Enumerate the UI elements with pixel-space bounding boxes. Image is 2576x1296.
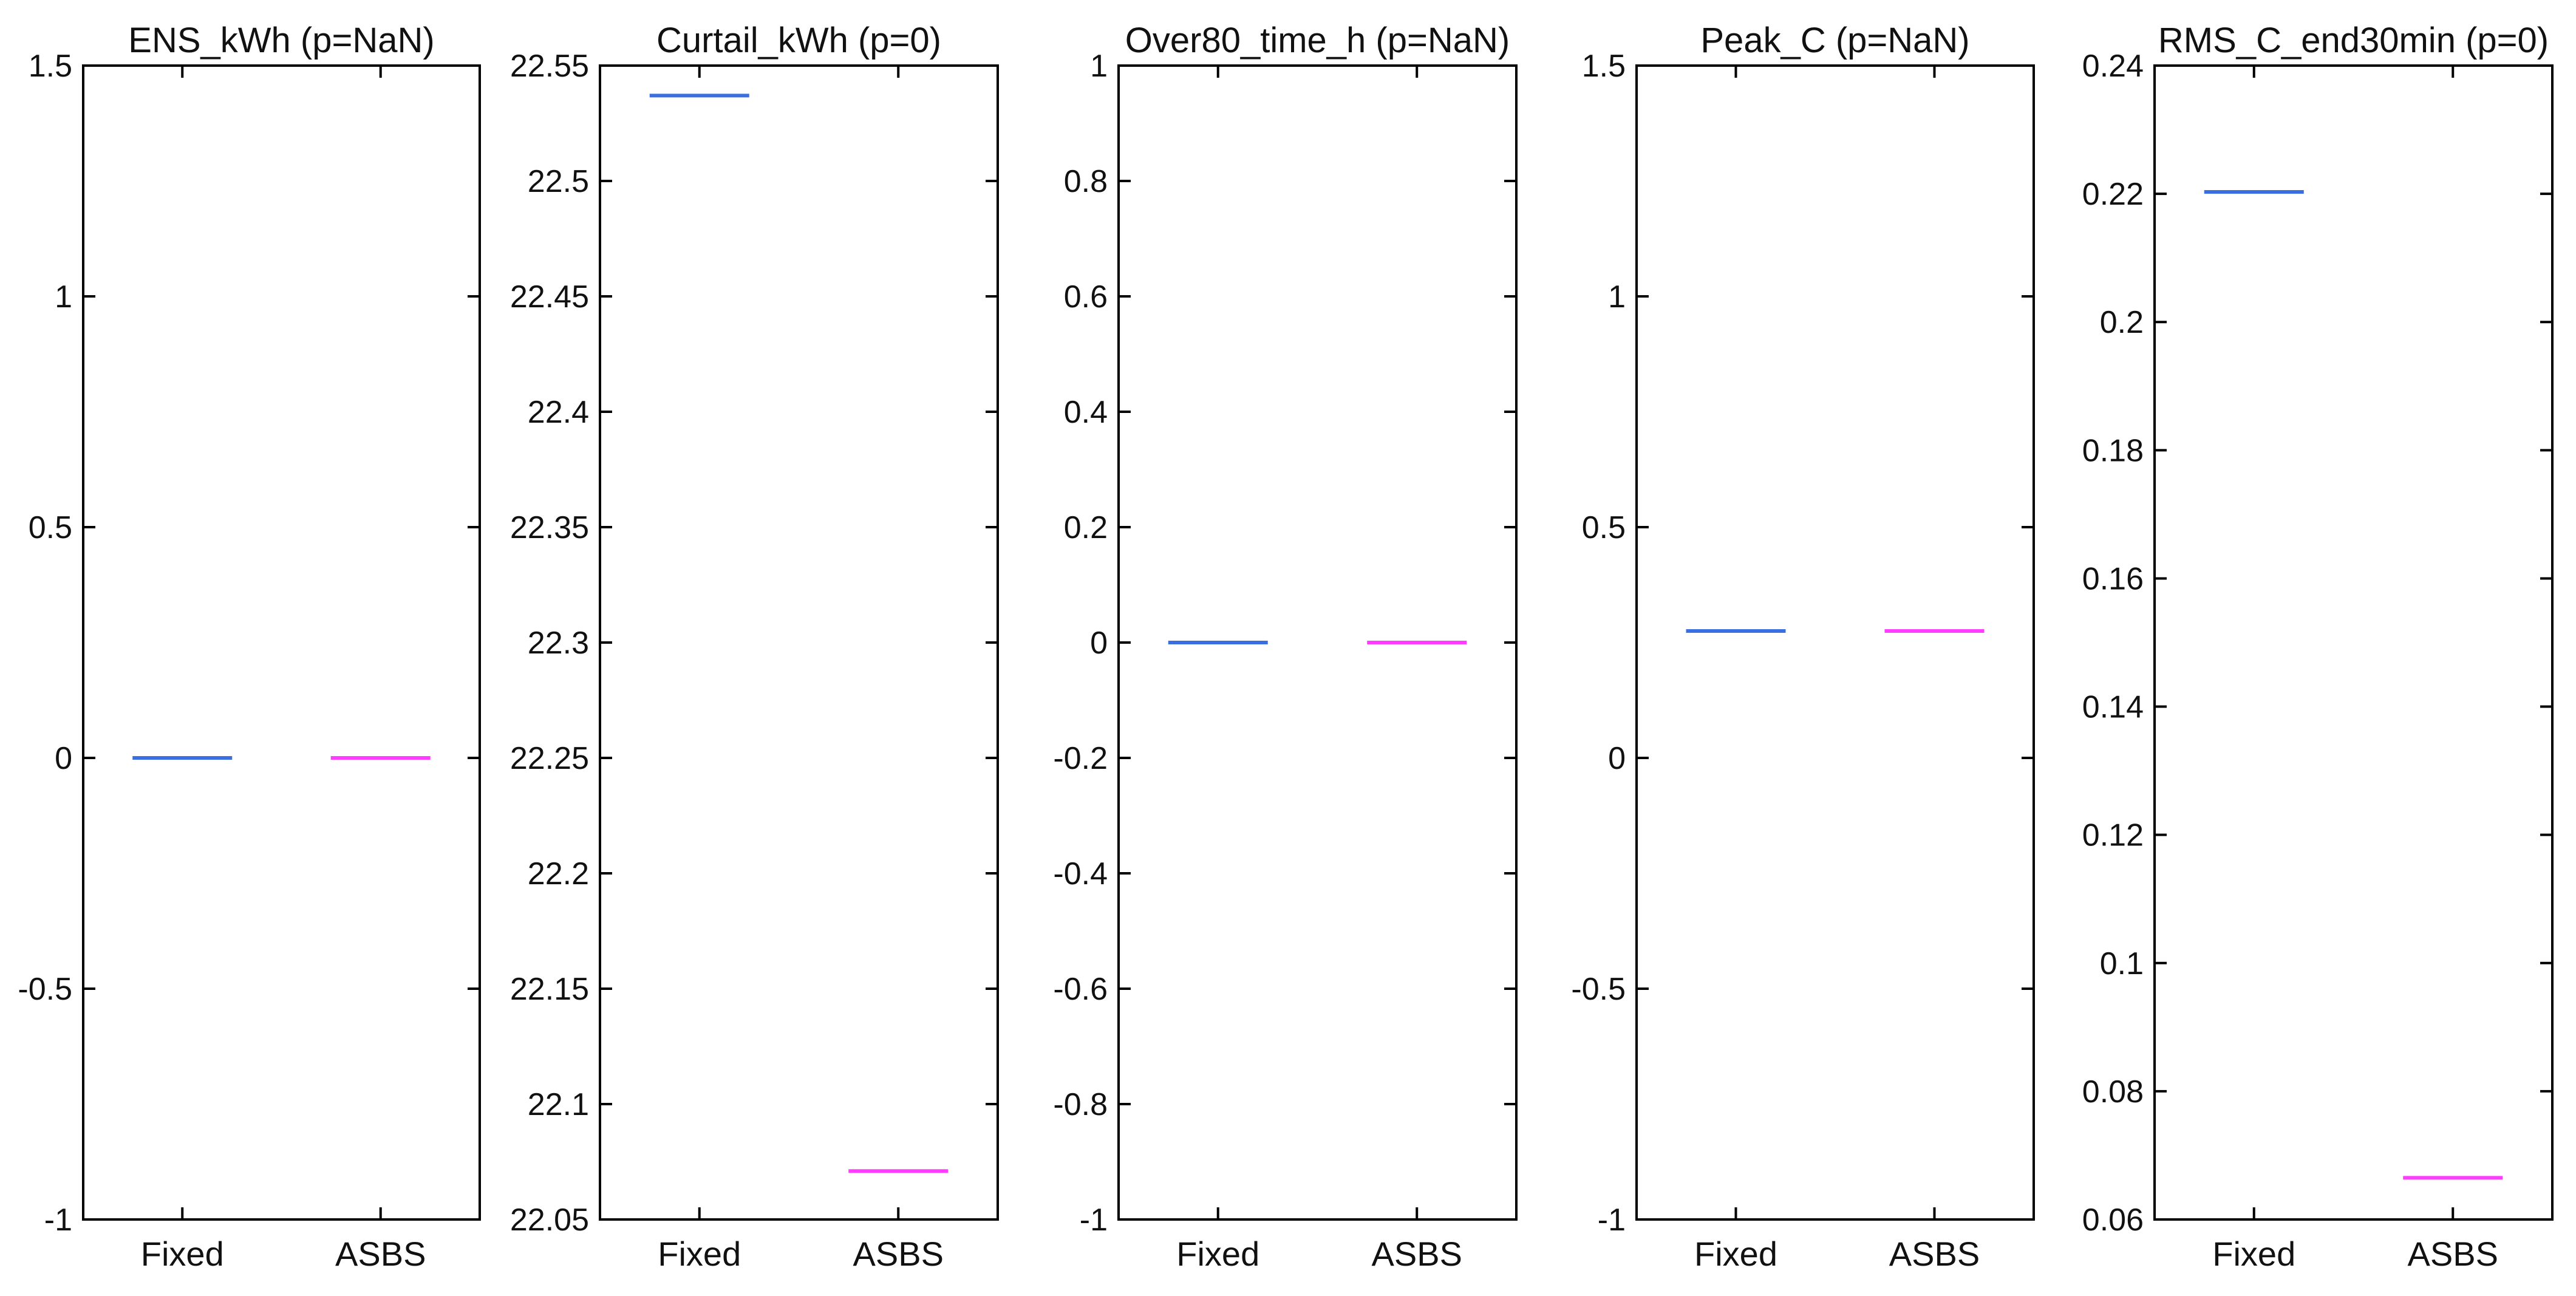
y-tick-label: 0.14 — [2082, 690, 2144, 725]
y-tick-label: 0.6 — [1064, 279, 1108, 315]
subplot-1: ENS_kWh (p=NaN) -1 -0.5 0 0.5 1 1.5 Fixed ASBS — [18, 21, 481, 1273]
subplot-5: RMS_C_end30min (p=0) 0.06 0.08 0.1 0.12 0.14 0… — [2082, 21, 2554, 1273]
y-tick-label: -0.5 — [18, 972, 72, 1007]
y-tick-label: 0.2 — [2100, 305, 2144, 340]
subplot-title: Peak_C (p=NaN) — [1700, 21, 1969, 60]
y-tick-label: 0.4 — [1064, 395, 1108, 430]
y-tick-label: 1.5 — [1582, 49, 1626, 84]
x-category-label: Fixed — [658, 1235, 741, 1273]
subplot-title: Curtail_kWh (p=0) — [656, 21, 941, 60]
y-tick-label: 0 — [1090, 626, 1108, 661]
y-tick-label: -0.8 — [1053, 1087, 1108, 1122]
y-tick-label: 22.05 — [510, 1202, 589, 1238]
x-category-label: Fixed — [1694, 1235, 1777, 1273]
y-tick-label: 1 — [1608, 279, 1626, 315]
y-tick-label: 0.18 — [2082, 433, 2144, 468]
axes-frame — [1635, 64, 2035, 1221]
y-tick-label: -0.5 — [1571, 972, 1626, 1007]
y-tick-label: 0.16 — [2082, 561, 2144, 596]
axes-frame — [2153, 64, 2554, 1221]
x-category-label: Fixed — [2212, 1235, 2295, 1273]
x-category-label: ASBS — [1889, 1235, 1980, 1273]
y-tick-label: -1 — [1598, 1202, 1626, 1238]
y-tick-label: 22.45 — [510, 279, 589, 315]
x-category-label: ASBS — [853, 1235, 944, 1273]
y-tick-label: 1 — [55, 279, 72, 315]
x-category-label: ASBS — [1372, 1235, 1462, 1273]
y-tick-label: -0.2 — [1053, 741, 1108, 776]
y-tick-label: 0 — [1608, 741, 1626, 776]
y-tick-label: 22.15 — [510, 972, 589, 1007]
subplot-title: RMS_C_end30min (p=0) — [2158, 21, 2549, 60]
y-tick-label: 22.3 — [528, 626, 589, 661]
y-tick-label: 0.08 — [2082, 1074, 2144, 1110]
y-tick-label: 22.4 — [528, 395, 589, 430]
y-tick-label: 1 — [1090, 49, 1108, 84]
y-tick-label: 0.1 — [2100, 946, 2144, 981]
y-tick-label: -0.6 — [1053, 972, 1108, 1007]
y-tick-label: 22.55 — [510, 49, 589, 84]
y-tick-label: -1 — [1080, 1202, 1108, 1238]
y-tick-label: -1 — [44, 1202, 72, 1238]
x-category-label: Fixed — [141, 1235, 224, 1273]
x-category-label: ASBS — [2408, 1235, 2498, 1273]
y-tick-label: 1.5 — [29, 49, 72, 84]
axes-frame — [599, 64, 999, 1221]
y-tick-label: 0.5 — [29, 510, 72, 545]
axes-frame — [82, 64, 481, 1221]
y-tick-label: 22.2 — [528, 856, 589, 892]
subplot-title: ENS_kWh (p=NaN) — [128, 21, 434, 60]
y-tick-label: 0.12 — [2082, 818, 2144, 853]
subplot-title: Over80_time_h (p=NaN) — [1125, 21, 1510, 60]
x-category-label: ASBS — [335, 1235, 426, 1273]
y-tick-label: 0.22 — [2082, 177, 2144, 212]
y-tick-label: 0.8 — [1064, 164, 1108, 199]
y-tick-label: 0.5 — [1582, 510, 1626, 545]
y-tick-label: 0.2 — [1064, 510, 1108, 545]
y-tick-label: 0.24 — [2082, 49, 2144, 84]
y-tick-label: 0.06 — [2082, 1202, 2144, 1238]
y-tick-label: 22.1 — [528, 1087, 589, 1122]
y-tick-label: 22.5 — [528, 164, 589, 199]
y-tick-label: 0 — [55, 741, 72, 776]
subplot-3: Over80_time_h (p=NaN) -1 -0.8 -0.6 -0.4 -0.2 0… — [1053, 21, 1518, 1273]
y-tick-label: 22.35 — [510, 510, 589, 545]
subplot-2: Curtail_kWh (p=0) 22.05 22.1 22.15 22.2 22.25… — [510, 21, 999, 1273]
y-tick-label: -0.4 — [1053, 856, 1108, 892]
y-tick-label: 22.25 — [510, 741, 589, 776]
subplot-4: Peak_C (p=NaN) -1 -0.5 0 0.5 1 1.5 Fixed ASBS — [1571, 21, 2035, 1273]
x-category-label: Fixed — [1176, 1235, 1259, 1273]
